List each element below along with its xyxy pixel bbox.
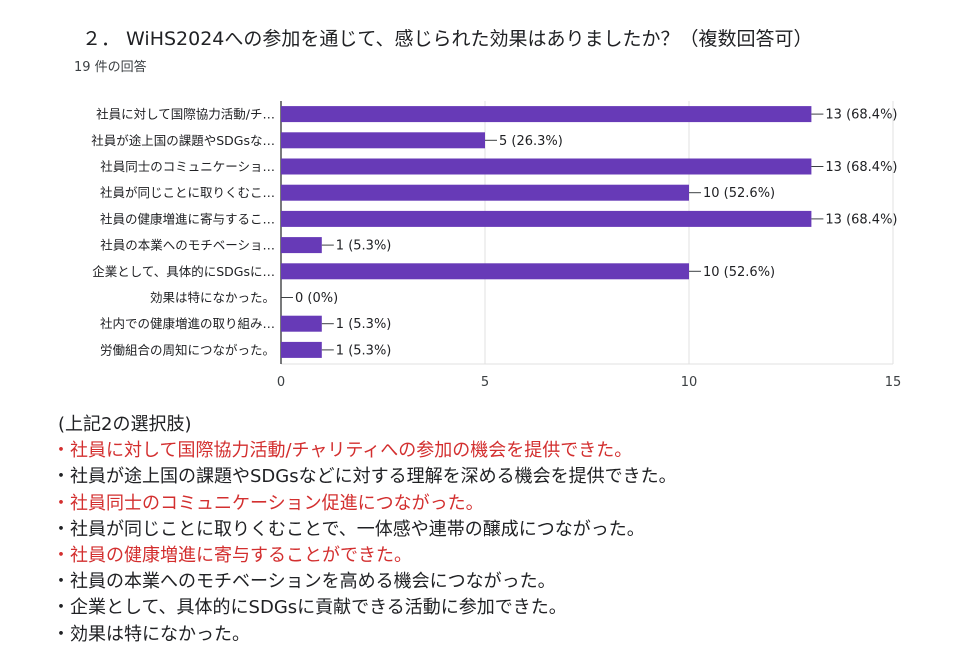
value-label: 0 (0%) bbox=[295, 291, 338, 306]
value-label: 10 (52.6%) bbox=[703, 265, 775, 280]
response-count: 19 件の回答 bbox=[74, 60, 147, 75]
bar bbox=[281, 210, 812, 227]
category-label: 社員同士のコミュニケーショ… bbox=[100, 159, 275, 174]
value-label: 13 (68.4%) bbox=[825, 160, 897, 175]
x-tick-label: 10 bbox=[681, 375, 698, 390]
category-label: 社員の本業へのモチベーショ… bbox=[100, 238, 275, 253]
value-label: 13 (68.4%) bbox=[825, 212, 897, 227]
x-tick-label: 5 bbox=[481, 375, 489, 390]
legend-item: ・社員に対して国際協力活動/チャリティへの参加の機会を提供できた。 bbox=[52, 440, 633, 462]
options-legend: (上記2の選択肢) ・社員に対して国際協力活動/チャリティへの参加の機会を提供で… bbox=[52, 412, 677, 648]
category-label: 効果は特になかった。 bbox=[150, 290, 275, 305]
category-label: 労働組合の周知につながった。 bbox=[100, 342, 275, 357]
category-label: 社員に対して国際協力活動/チ… bbox=[96, 107, 275, 122]
category-label: 社員が同じことに取りくむこ… bbox=[100, 185, 275, 200]
bar bbox=[281, 263, 689, 280]
legend-item: ・社員が途上国の課題やSDGsなどに対する理解を深める機会を提供できた。 bbox=[52, 466, 677, 488]
x-tick-label: 15 bbox=[885, 375, 902, 390]
legend-item: ・効果は特になかった。 bbox=[52, 623, 250, 645]
category-label: 社員の健康増進に寄与するこ… bbox=[100, 211, 275, 226]
value-label: 1 (5.3%) bbox=[336, 239, 392, 254]
value-label: 5 (26.3%) bbox=[499, 134, 563, 149]
value-label: 13 (68.4%) bbox=[825, 108, 897, 123]
value-label: 10 (52.6%) bbox=[703, 186, 775, 201]
x-tick-label: 0 bbox=[277, 375, 285, 390]
bar bbox=[281, 106, 812, 123]
category-label: 社内での健康増進の取り組み… bbox=[100, 316, 275, 331]
legend-item: ・社員の本業へのモチベーションを高める機会につながった。 bbox=[52, 571, 556, 593]
bar bbox=[281, 315, 322, 332]
legend-item: ・社員の健康増進に寄与することができた。 bbox=[52, 545, 412, 567]
value-label: 1 (5.3%) bbox=[336, 343, 392, 358]
legend-item: ・社員が同じことに取りくむことで、一体感や連帯の醸成につながった。 bbox=[52, 518, 645, 540]
category-label: 社員が途上国の課題やSDGsな… bbox=[91, 133, 275, 148]
bar bbox=[281, 132, 485, 149]
bar bbox=[281, 237, 322, 254]
chart-title: ２． WiHS2024への参加を通じて、感じられた効果はありましたか？（複数回答… bbox=[82, 28, 813, 50]
bar bbox=[281, 184, 689, 201]
legend-item: ・社員同士のコミュニケーション促進につながった。 bbox=[52, 492, 484, 514]
legend-heading: (上記2の選択肢) bbox=[58, 414, 192, 435]
value-label: 1 (5.3%) bbox=[336, 317, 392, 332]
bar bbox=[281, 341, 322, 358]
legend-item: ・企業として、具体的にSDGsに貢献できる活動に参加できた。 bbox=[52, 597, 567, 619]
category-label: 企業として、具体的にSDGsに… bbox=[92, 264, 275, 279]
bar bbox=[281, 158, 812, 175]
bar-chart: 0 5 10 15 社員に対して国際協力活動/チ… 13 (68.4%) 社員が途上国の課題… bbox=[91, 101, 902, 390]
